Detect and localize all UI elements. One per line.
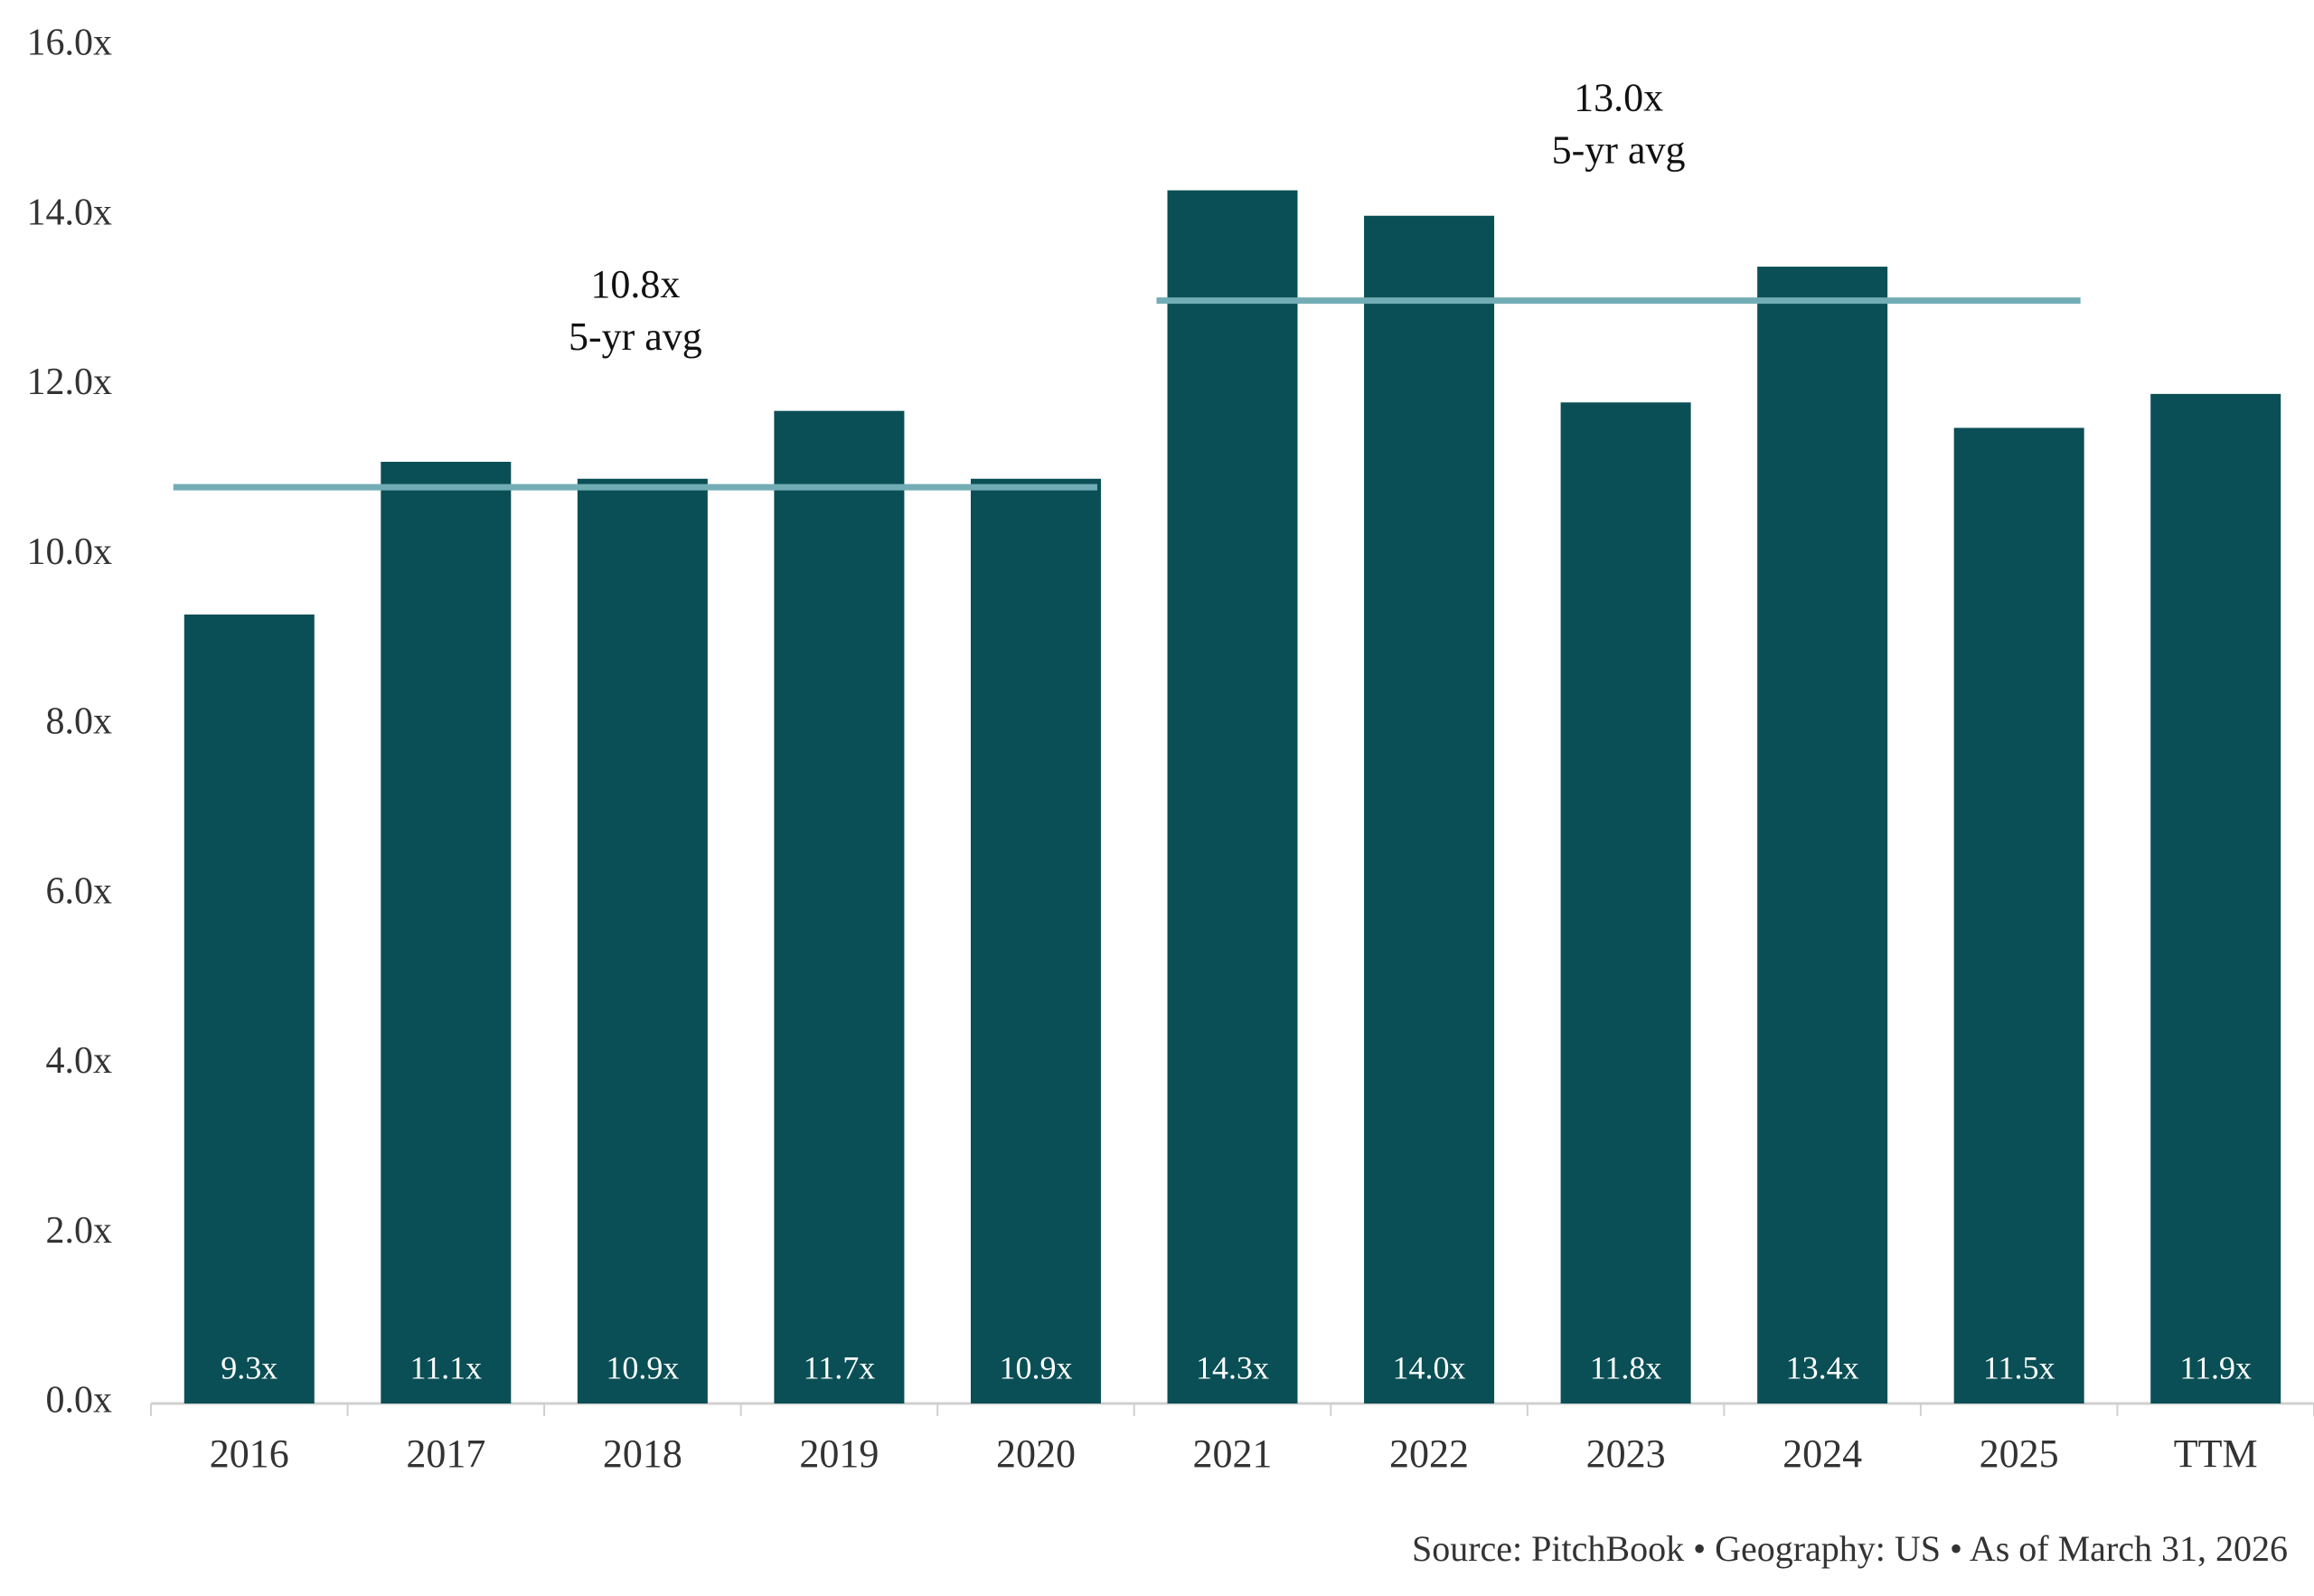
average-value-label: 13.0x <box>1574 76 1663 120</box>
y-tick-label: 6.0x <box>46 870 113 912</box>
bar <box>381 461 512 1404</box>
x-tick-label: 2019 <box>799 1432 879 1476</box>
y-tick-label: 0.0x <box>46 1380 113 1422</box>
value-label: 11.9x <box>2179 1349 2252 1385</box>
x-tick-label: 2021 <box>1193 1432 1273 1476</box>
x-tick-label: 2025 <box>1980 1432 2059 1476</box>
source-note: Source: PitchBook • Geography: US • As o… <box>1412 1528 2288 1569</box>
value-label: 14.0x <box>1393 1349 1466 1385</box>
bar <box>1167 190 1298 1404</box>
bar <box>2150 393 2281 1404</box>
bar <box>1364 215 1495 1404</box>
y-tick-label: 14.0x <box>27 192 113 233</box>
average-label: 5-yr avg <box>569 315 702 359</box>
value-label: 11.1x <box>409 1349 482 1385</box>
value-label: 10.9x <box>606 1349 679 1385</box>
value-label: 9.3x <box>221 1349 277 1385</box>
x-tick-label: 2016 <box>210 1432 289 1476</box>
average-label: 5-yr avg <box>1552 128 1686 173</box>
bar <box>577 478 708 1404</box>
bar <box>183 614 315 1404</box>
x-tick-label: 2020 <box>996 1432 1076 1476</box>
y-tick-label: 8.0x <box>46 701 113 743</box>
bar <box>1560 402 1691 1404</box>
value-label: 10.9x <box>999 1349 1072 1385</box>
y-tick-label: 4.0x <box>46 1040 113 1082</box>
average-value-label: 10.8x <box>590 262 680 306</box>
x-tick-label: 2024 <box>1783 1432 1862 1476</box>
value-label: 13.4x <box>1786 1349 1859 1385</box>
y-tick-label: 10.0x <box>27 531 113 573</box>
bar <box>1757 267 1888 1404</box>
x-tick-label: 2018 <box>603 1432 682 1476</box>
bar <box>1953 427 2084 1404</box>
y-tick-label: 16.0x <box>27 23 113 64</box>
x-tick-label: 2022 <box>1389 1432 1469 1476</box>
bar <box>970 478 1101 1404</box>
x-tick-label: 2023 <box>1586 1432 1666 1476</box>
x-tick-label: 2017 <box>406 1432 485 1476</box>
value-label: 14.3x <box>1196 1349 1269 1385</box>
value-label: 11.8x <box>1590 1349 1662 1385</box>
y-tick-label: 2.0x <box>46 1210 113 1252</box>
y-tick-label: 12.0x <box>27 361 113 403</box>
value-label: 11.7x <box>804 1349 876 1385</box>
x-tick-label: TTM <box>2174 1432 2258 1476</box>
value-label: 11.5x <box>1983 1349 2055 1385</box>
bar <box>774 410 905 1404</box>
